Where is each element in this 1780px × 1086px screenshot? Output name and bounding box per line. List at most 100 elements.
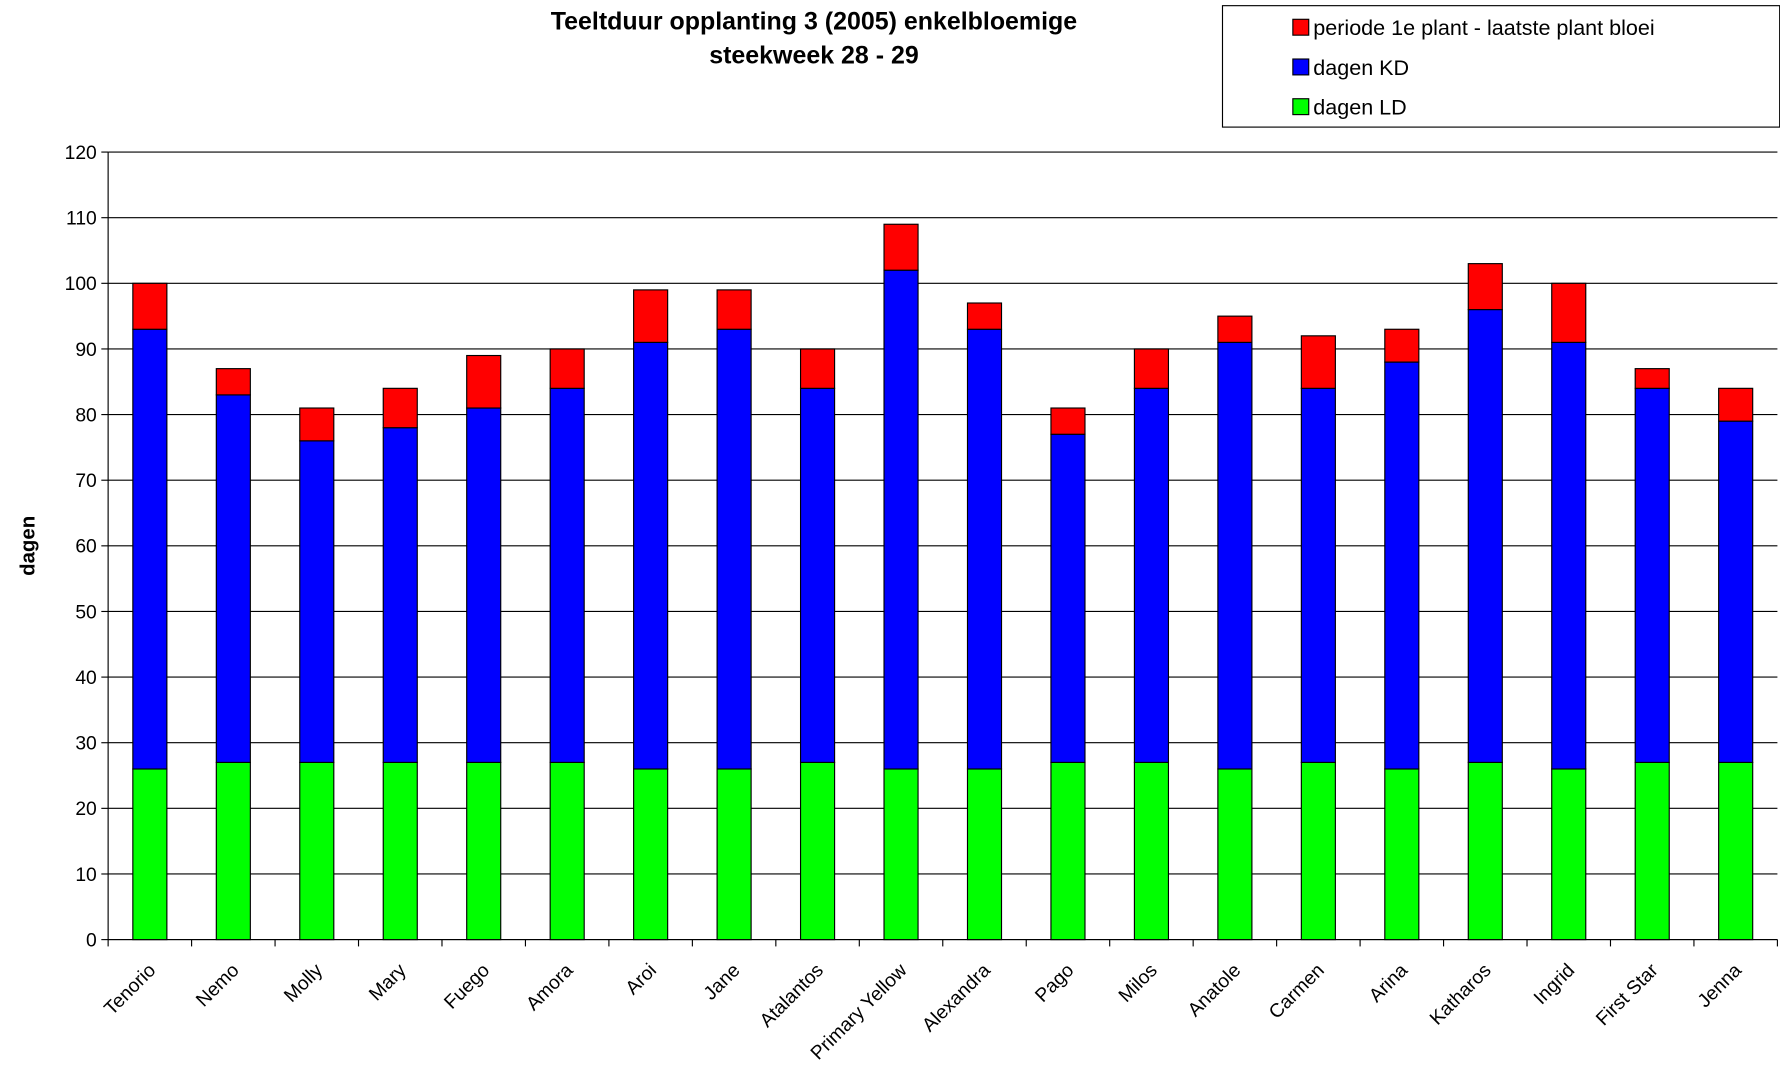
bar-segment bbox=[1634, 387, 1670, 763]
legend-label: dagen KD bbox=[1313, 55, 1409, 80]
bar-segment bbox=[633, 341, 669, 770]
bar-segment bbox=[883, 269, 919, 770]
bar-segment bbox=[716, 328, 752, 770]
x-tick-label: Alexandra bbox=[919, 960, 995, 1036]
bar-segment bbox=[382, 387, 418, 429]
bar-segment bbox=[215, 368, 251, 396]
bar-segment bbox=[1467, 309, 1503, 763]
bar-segment bbox=[466, 407, 502, 763]
bar-segment bbox=[1300, 761, 1336, 941]
y-tick-label: 110 bbox=[66, 209, 97, 230]
bar-segment bbox=[1133, 387, 1170, 763]
bar-segment bbox=[1634, 368, 1670, 389]
bar-segment bbox=[966, 768, 1003, 941]
bar-segment bbox=[883, 768, 919, 941]
bar-segment bbox=[1634, 761, 1670, 941]
y-tick-label: 120 bbox=[65, 143, 97, 164]
y-tick-label: 70 bbox=[75, 471, 96, 492]
y-tick-label: 20 bbox=[75, 799, 96, 820]
bar-segment bbox=[633, 768, 669, 941]
legend-label: periode 1e plant - laatste plant bloei bbox=[1313, 15, 1654, 40]
bar-segment bbox=[1384, 768, 1420, 941]
bar-segment bbox=[966, 302, 1003, 330]
x-tick-label: Ingrid bbox=[1530, 960, 1579, 1009]
x-tick-label: First Star bbox=[1592, 960, 1663, 1031]
legend-swatch bbox=[1292, 58, 1310, 76]
bar-segment bbox=[1551, 768, 1587, 941]
bar-segment bbox=[1133, 348, 1170, 389]
y-tick-label: 10 bbox=[75, 865, 96, 886]
y-tick-label: 30 bbox=[75, 734, 96, 755]
x-tick-label: Molly bbox=[280, 960, 327, 1007]
x-tick-label: Aroi bbox=[622, 960, 661, 999]
x-tick-label: Jenna bbox=[1694, 960, 1746, 1012]
bar-segment bbox=[1050, 433, 1086, 763]
bar-segment bbox=[132, 768, 168, 941]
x-tick-label: Tenorio bbox=[101, 960, 161, 1020]
bar-segment bbox=[1217, 341, 1253, 770]
bar-segment bbox=[1050, 761, 1086, 941]
bar-segment bbox=[1300, 335, 1336, 389]
bar-segment bbox=[1551, 341, 1587, 770]
y-tick-label: 40 bbox=[75, 668, 96, 689]
bar-segment bbox=[132, 328, 168, 770]
bar-segment bbox=[1551, 282, 1587, 343]
y-tick-label: 50 bbox=[75, 602, 96, 623]
bar-segment bbox=[799, 761, 836, 941]
bar-segment bbox=[549, 348, 585, 389]
legend-swatch bbox=[1292, 18, 1310, 36]
x-tick-label: Nemo bbox=[192, 960, 243, 1011]
bar-segment bbox=[1133, 761, 1170, 941]
x-tick-label: Fuego bbox=[441, 960, 495, 1014]
legend-label: dagen LD bbox=[1313, 95, 1406, 120]
bar-segment bbox=[883, 223, 919, 271]
x-tick-label: Anatole bbox=[1184, 960, 1245, 1021]
x-tick-label: Arina bbox=[1365, 960, 1412, 1007]
bar-segment bbox=[1217, 768, 1253, 941]
bar-segment bbox=[1384, 328, 1420, 363]
x-tick-label: Katharos bbox=[1426, 960, 1495, 1029]
y-tick-label: 100 bbox=[65, 274, 97, 295]
y-tick-label: 90 bbox=[75, 340, 96, 361]
bar-segment bbox=[1467, 761, 1503, 941]
bar-segment bbox=[299, 407, 335, 442]
y-tick-label: 60 bbox=[75, 537, 96, 558]
bar-segment bbox=[799, 387, 836, 763]
chart-title: Teeltduur opplanting 3 (2005) enkelbloem… bbox=[551, 8, 1078, 36]
bar-segment bbox=[1384, 361, 1420, 770]
bar-segment bbox=[549, 761, 585, 941]
x-tick-label: Amora bbox=[523, 960, 578, 1015]
bar-segment bbox=[132, 282, 168, 330]
bar-segment bbox=[299, 761, 335, 941]
bar-segment bbox=[966, 328, 1003, 770]
bar-segment bbox=[466, 354, 502, 409]
y-tick-label: 0 bbox=[86, 930, 97, 951]
legend-box bbox=[1221, 5, 1780, 128]
legend-swatch bbox=[1292, 98, 1310, 116]
bar-segment bbox=[1217, 315, 1253, 343]
bar-segment bbox=[382, 761, 418, 941]
x-tick-label: Atalantos bbox=[756, 960, 828, 1032]
bar-segment bbox=[716, 768, 752, 941]
bar-segment bbox=[1718, 761, 1754, 941]
bar-segment bbox=[299, 440, 335, 763]
bar-segment bbox=[549, 387, 585, 763]
x-tick-label: Jane bbox=[700, 960, 744, 1004]
bar-segment bbox=[1718, 387, 1754, 422]
x-tick-label: Milos bbox=[1115, 960, 1162, 1007]
x-tick-label: Mary bbox=[365, 960, 410, 1005]
bar-segment bbox=[215, 394, 251, 763]
bar-segment bbox=[799, 348, 836, 389]
bar-segment bbox=[716, 289, 752, 330]
bar-segment bbox=[215, 761, 251, 941]
x-tick-label: Carmen bbox=[1265, 960, 1328, 1023]
bar-segment bbox=[1050, 407, 1086, 435]
x-tick-label: Pago bbox=[1032, 960, 1079, 1007]
bar-segment bbox=[633, 289, 669, 343]
bar-segment bbox=[466, 761, 502, 941]
y-tick-label: 80 bbox=[75, 405, 96, 426]
chart-title: steekweek 28 - 29 bbox=[709, 42, 918, 70]
bar-segment bbox=[1467, 263, 1503, 311]
bar-segment bbox=[1300, 387, 1336, 763]
